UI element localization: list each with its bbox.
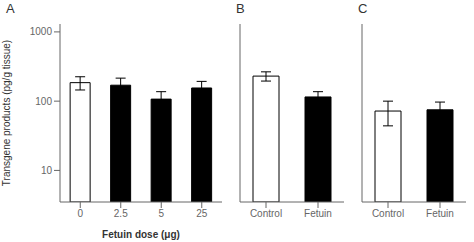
svg-text:5: 5 <box>158 208 164 219</box>
html-text:B: B <box>236 1 245 16</box>
svg-text:Transgene products (pg/g tissu: Transgene products (pg/g tissue) <box>8 40 12 186</box>
svg-text:25: 25 <box>196 208 208 219</box>
svg-text:Control: Control <box>250 208 282 219</box>
svg-text:Control: Control <box>372 208 404 219</box>
html-text:A: A <box>6 1 15 16</box>
svg-text:Fetuin dose (μg): Fetuin dose (μg) <box>102 229 180 240</box>
svg-text:Fetuin: Fetuin <box>426 208 454 219</box>
html-text:C: C <box>358 1 368 16</box>
svg-text:0: 0 <box>77 208 83 219</box>
svg-text:2.5: 2.5 <box>114 208 128 219</box>
svg-text:1000: 1000 <box>30 26 53 37</box>
svg-text:10: 10 <box>41 165 53 176</box>
svg-text:Fetuin: Fetuin <box>304 208 332 219</box>
svg-text:100: 100 <box>35 96 52 107</box>
